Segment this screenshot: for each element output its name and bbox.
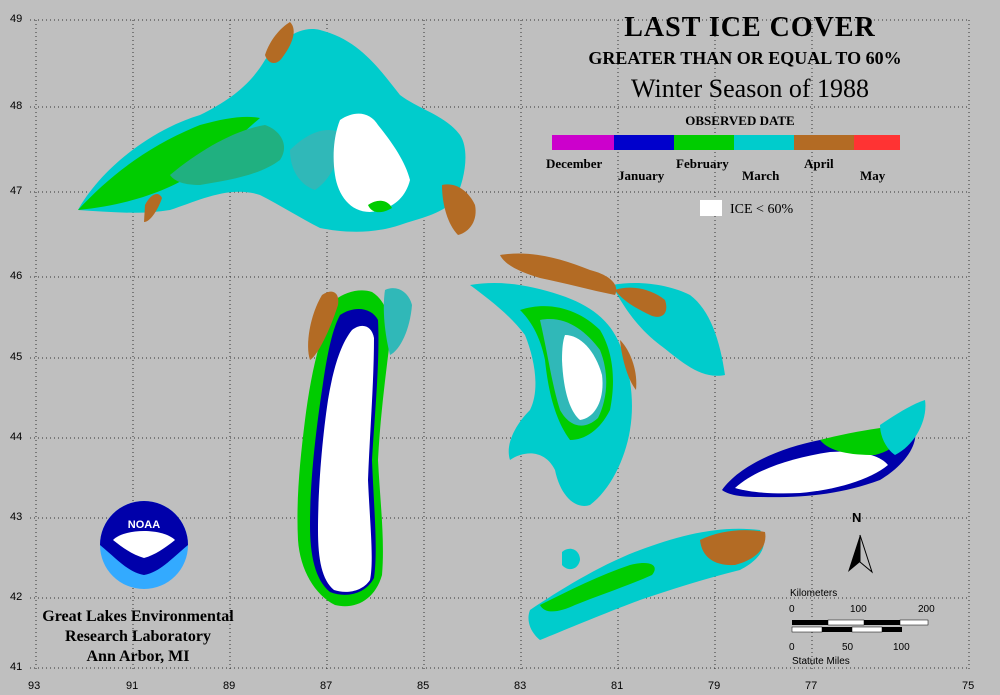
lon-tick-85: 85 bbox=[417, 680, 430, 692]
noaa-logo-text: NOAA bbox=[127, 519, 161, 531]
credit-line-2: Research Laboratory bbox=[65, 628, 211, 645]
lake-huron bbox=[470, 253, 725, 506]
lon-tick-91: 91 bbox=[126, 680, 139, 692]
lake-st-clair bbox=[562, 548, 580, 570]
scale-bar bbox=[791, 619, 929, 633]
map-title: LAST ICE COVER bbox=[624, 12, 876, 43]
scale-km-tick-100: 100 bbox=[850, 604, 867, 615]
ice-swatch bbox=[700, 200, 722, 216]
lon-tick-93: 93 bbox=[28, 680, 41, 692]
lat-tick-45: 45 bbox=[10, 351, 23, 363]
lake-ontario bbox=[722, 400, 926, 498]
scale-mi-tick-0: 0 bbox=[789, 642, 795, 653]
legend-label-february: February bbox=[676, 156, 729, 171]
lake-erie bbox=[528, 528, 766, 640]
lon-tick-89: 89 bbox=[223, 680, 236, 692]
lon-tick-75: 75 bbox=[962, 680, 975, 692]
legend-label-january: January bbox=[618, 168, 665, 183]
scale-mi-tick-50: 50 bbox=[842, 642, 854, 653]
lake-superior bbox=[78, 22, 476, 235]
legend-label-april: April bbox=[804, 156, 834, 171]
ice-legend-label: ICE < 60% bbox=[730, 202, 794, 217]
credit-line-1: Great Lakes Environmental bbox=[42, 608, 234, 625]
lat-tick-44: 44 bbox=[10, 431, 23, 443]
lake-michigan bbox=[297, 288, 412, 607]
lat-tick-43: 43 bbox=[10, 511, 23, 523]
legend-label-may: May bbox=[860, 168, 886, 183]
lon-tick-87: 87 bbox=[320, 680, 333, 692]
legend-label-march: March bbox=[742, 168, 780, 183]
legend-label-december: December bbox=[546, 156, 603, 171]
lon-tick-83: 83 bbox=[514, 680, 527, 692]
north-arrow-icon bbox=[848, 534, 874, 574]
scale-mi-label: Statute Miles bbox=[792, 656, 850, 667]
lon-tick-81: 81 bbox=[611, 680, 624, 692]
lon-tick-77: 77 bbox=[805, 680, 818, 692]
scale-km-tick-200: 200 bbox=[918, 604, 935, 615]
noaa-logo bbox=[100, 501, 188, 589]
north-label: N bbox=[852, 510, 862, 525]
legend-color-bar bbox=[552, 135, 900, 150]
scale-mi-tick-100: 100 bbox=[893, 642, 910, 653]
legend-heading: OBSERVED DATE bbox=[685, 113, 795, 128]
lat-tick-42: 42 bbox=[10, 591, 23, 603]
credit-line-3: Ann Arbor, MI bbox=[86, 648, 190, 665]
map-subtitle: GREATER THAN OR EQUAL TO 60% bbox=[588, 48, 902, 68]
lat-tick-41: 41 bbox=[10, 661, 23, 673]
lon-tick-79: 79 bbox=[708, 680, 721, 692]
lat-tick-47: 47 bbox=[10, 185, 23, 197]
scale-km-tick-0: 0 bbox=[789, 604, 795, 615]
lat-tick-48: 48 bbox=[10, 100, 23, 112]
lat-tick-49: 49 bbox=[10, 13, 23, 25]
scale-km-label: Kilometers bbox=[790, 588, 838, 599]
season-title: Winter Season of 1988 bbox=[631, 74, 869, 103]
lat-tick-46: 46 bbox=[10, 270, 23, 282]
